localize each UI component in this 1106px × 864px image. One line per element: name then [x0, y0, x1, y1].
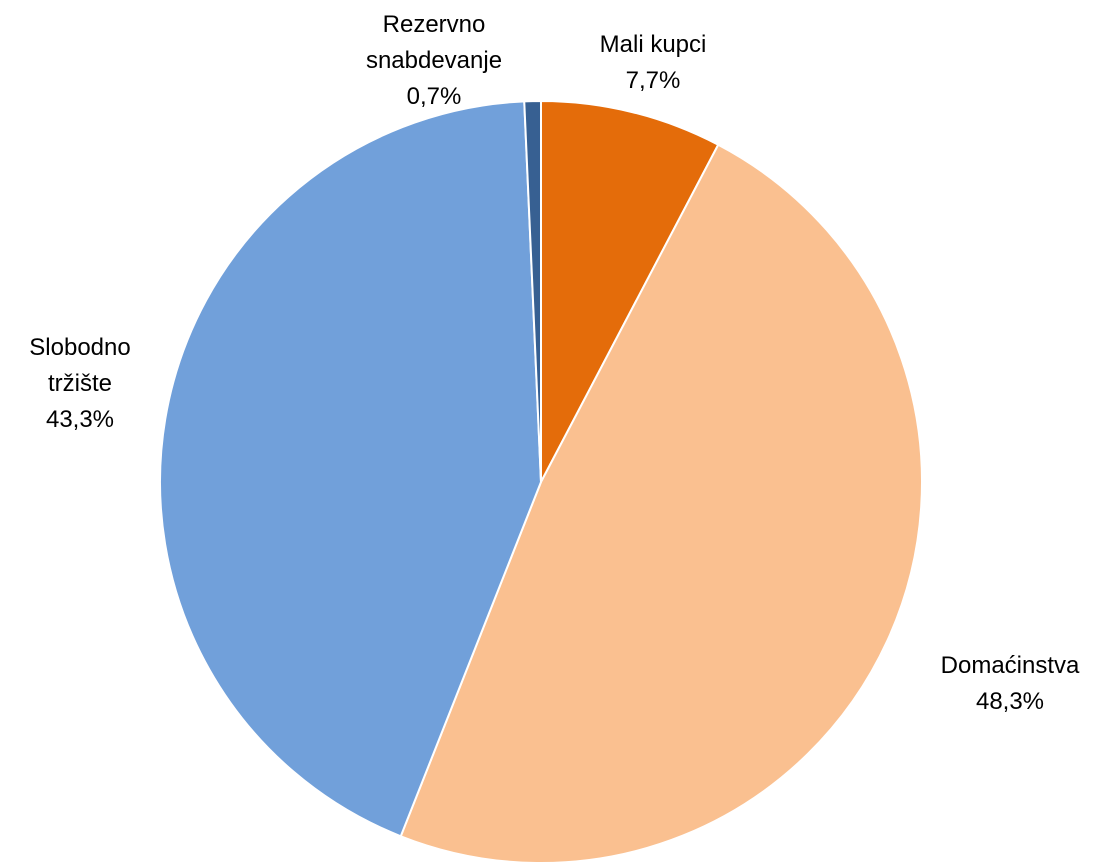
value-label: 43,3%	[45, 406, 115, 433]
pie-slice	[540, 99, 720, 483]
pie-slice	[159, 100, 543, 838]
pie-slice	[523, 99, 542, 483]
pie-slice	[399, 143, 923, 864]
value-label: 48,3%	[975, 688, 1045, 715]
slice-label: Mali kupci 7,7%	[553, 27, 753, 99]
category-label: Slobodno tržište	[29, 334, 131, 397]
category-label: Rezervno snabdevanje	[365, 11, 503, 74]
value-label: 0,7%	[406, 83, 462, 110]
category-label: Mali kupci	[599, 31, 707, 58]
category-label: Domaćinstva	[940, 652, 1080, 679]
slice-label: Slobodno tržište 43,3%	[10, 330, 150, 438]
slice-label: Rezervno snabdevanje 0,7%	[339, 7, 529, 115]
slice-label: Domaćinstva 48,3%	[910, 648, 1106, 720]
value-label: 7,7%	[625, 67, 681, 94]
